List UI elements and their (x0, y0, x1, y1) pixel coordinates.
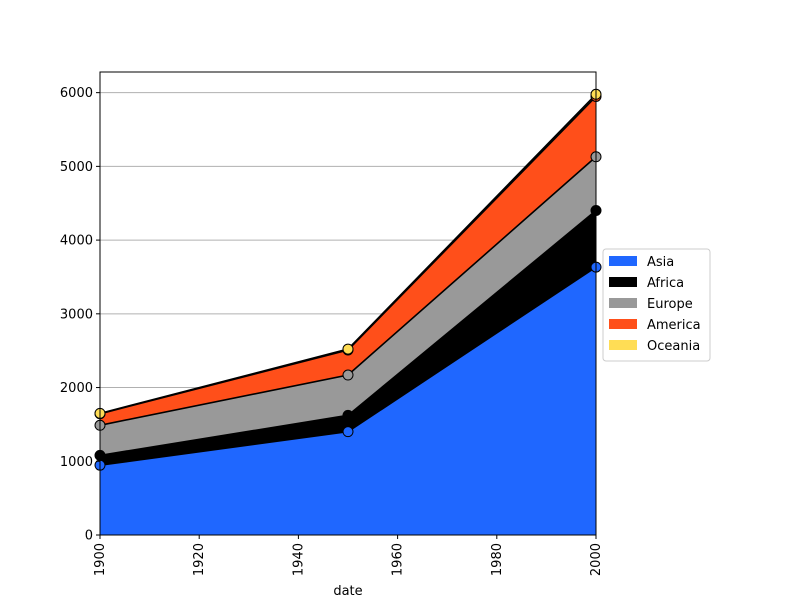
y-tick-label-5000: 5000 (60, 160, 93, 175)
y-axis-ticks: 0 1000 2000 3000 4000 5000 6000 (60, 86, 100, 544)
legend-swatch-asia (609, 256, 637, 266)
y-tick-label-0: 0 (85, 529, 93, 544)
x-tick-label-1920: 1920 (192, 543, 207, 576)
legend-label-europe: Europe (647, 297, 693, 312)
x-tick-label-1980: 1980 (490, 543, 505, 576)
legend-label-oceania: Oceania (647, 339, 700, 354)
point-europe-1950 (342, 369, 354, 381)
legend-swatch-america (609, 319, 637, 329)
x-tick-label-2000: 2000 (589, 543, 604, 576)
x-tick-label-1900: 1900 (93, 543, 108, 576)
y-tick-label-2000: 2000 (60, 381, 93, 396)
legend-swatch-europe (609, 298, 637, 308)
x-tick-label-1960: 1960 (391, 543, 406, 576)
legend: Asia Africa Europe America Oceania (602, 248, 711, 362)
y-tick-label-4000: 4000 (60, 234, 93, 249)
plot-frame (99, 71, 597, 536)
marker-layer (94, 88, 602, 471)
area-america (100, 96, 596, 426)
legend-swatch-oceania (609, 340, 637, 350)
x-axis-ticks: 1900 1920 1940 1960 1980 2000 (93, 535, 604, 576)
x-axis-label: date (333, 584, 362, 599)
area-europe (100, 156, 596, 456)
legend-label-america: America (647, 318, 701, 333)
legend-swatch-africa (609, 277, 637, 287)
y-tick-label-3000: 3000 (60, 307, 93, 322)
x-tick-label-1940: 1940 (291, 543, 306, 576)
y-tick-label-1000: 1000 (60, 455, 93, 470)
legend-label-africa: Africa (647, 276, 684, 291)
area-asia (100, 267, 596, 535)
legend-label-asia: Asia (647, 255, 674, 270)
point-asia-1950 (342, 426, 354, 438)
point-oceania-1950 (342, 343, 354, 355)
point-africa-1950 (342, 409, 354, 421)
y-tick-label-6000: 6000 (60, 86, 93, 101)
